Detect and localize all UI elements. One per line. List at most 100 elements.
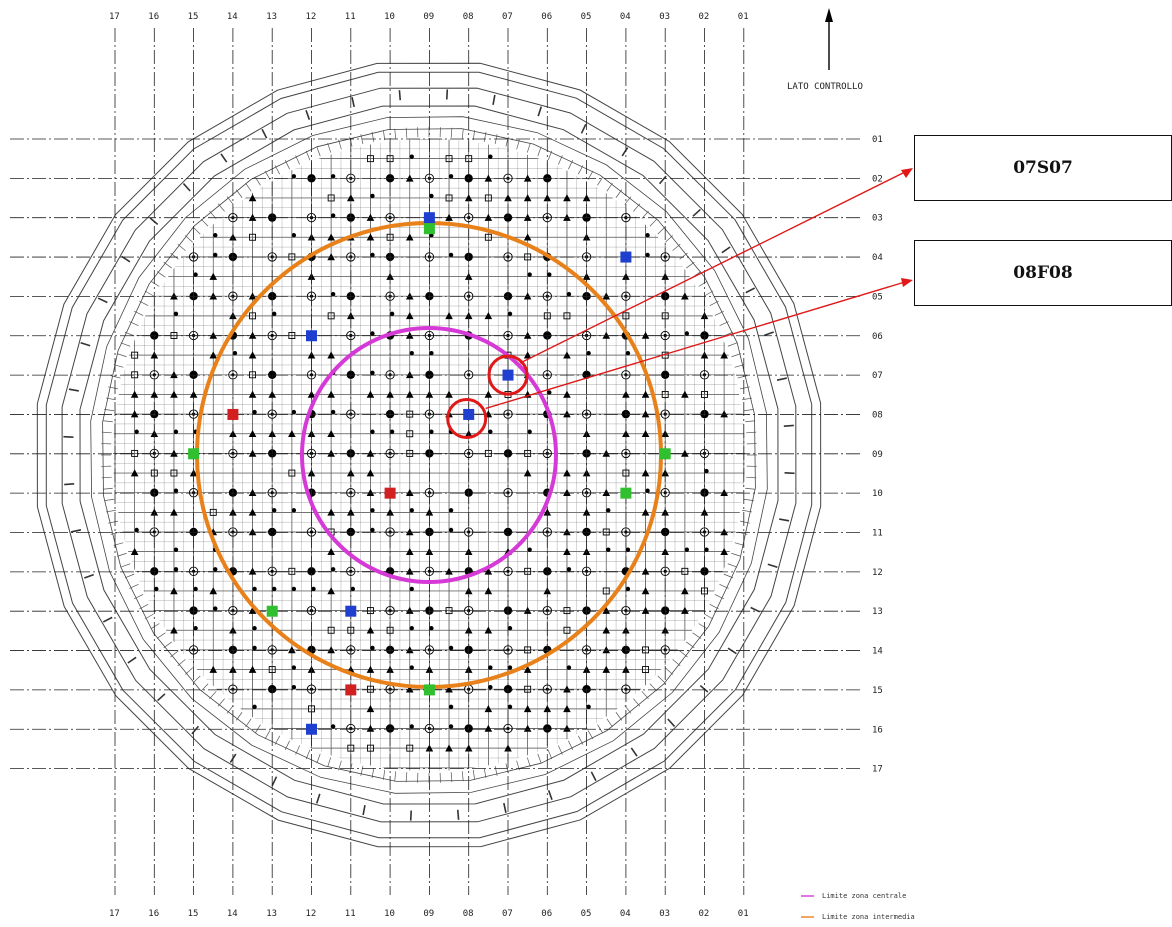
ring-tick — [338, 760, 342, 771]
ring-tick — [547, 749, 553, 760]
column-label-top: 13 — [266, 12, 277, 22]
control-triangle-symbol — [189, 390, 198, 398]
control-triangle-symbol — [248, 390, 257, 398]
small-dot-symbol — [645, 488, 650, 493]
ring-tick — [150, 280, 160, 287]
row-label: 05 — [872, 292, 883, 302]
ring-tick — [108, 386, 119, 390]
ring-tick — [192, 226, 201, 235]
control-triangle-symbol — [720, 488, 728, 496]
ring-tick — [170, 650, 179, 658]
highlight-marker-red — [345, 684, 357, 696]
control-triangle-symbol — [366, 390, 375, 398]
small-dot-symbol — [370, 527, 375, 533]
column-label-bottom: 10 — [384, 909, 395, 919]
ring-tick — [734, 542, 745, 546]
ring-tick — [537, 146, 542, 157]
square-symbol — [327, 194, 335, 202]
column-label-bottom: 15 — [188, 909, 199, 919]
column-label-bottom: 03 — [659, 909, 670, 919]
ring-tick — [727, 563, 738, 568]
small-dot-symbol — [684, 547, 690, 552]
control-triangle-symbol — [209, 587, 218, 595]
small-dot-symbol — [547, 390, 552, 395]
ring-tick — [139, 603, 149, 610]
ring-slot — [721, 246, 731, 254]
ring-tick — [371, 131, 375, 142]
ring-tick — [472, 769, 475, 780]
control-triangle-symbol — [209, 665, 218, 673]
ring-tick — [226, 705, 234, 714]
small-dot-symbol — [488, 429, 493, 434]
control-triangle-symbol — [720, 351, 728, 359]
control-triangle-symbol — [248, 528, 257, 536]
ring-slot — [102, 616, 113, 623]
callout-circle-08f08 — [446, 397, 488, 439]
ring-slot — [547, 790, 553, 800]
instrument-core-symbol — [663, 569, 667, 573]
control-triangle-symbol — [484, 587, 493, 595]
ring-tick — [120, 563, 131, 568]
control-triangle-symbol — [602, 331, 611, 339]
ring-tick — [615, 189, 623, 198]
ring-tick — [526, 142, 531, 153]
ring-tick — [134, 594, 144, 600]
column-label-top: 15 — [188, 12, 199, 22]
ring-tick — [606, 182, 613, 192]
control-triangle-symbol — [720, 528, 728, 536]
control-triangle-symbol — [641, 508, 650, 516]
control-triangle-symbol — [602, 626, 611, 634]
ring-tick — [692, 632, 702, 639]
ring-tick — [305, 150, 311, 161]
highlight-marker-green — [620, 487, 632, 499]
instrument-core-symbol — [506, 569, 510, 573]
small-dot-symbol — [173, 488, 179, 493]
control-triangle-symbol — [366, 488, 375, 496]
square-symbol — [367, 685, 374, 693]
control-triangle-symbol — [425, 744, 434, 752]
control-triangle-symbol — [248, 351, 257, 359]
ring-tick — [360, 765, 364, 776]
control-triangle-symbol — [582, 194, 591, 202]
column-label-top: 17 — [109, 12, 120, 22]
ring-tick — [245, 718, 252, 728]
ring-tick — [102, 420, 113, 423]
instrument-core-symbol — [309, 530, 314, 534]
small-dot-symbol — [429, 193, 434, 199]
control-triangle-symbol — [209, 292, 218, 300]
square-symbol — [327, 626, 335, 634]
small-dot-symbol — [252, 586, 257, 592]
ring-tick — [679, 252, 688, 260]
ring-tick — [104, 498, 115, 501]
square-symbol — [445, 194, 453, 202]
callout-arrows — [446, 168, 913, 439]
ring-tick — [156, 632, 166, 639]
control-triangle-symbol — [484, 213, 493, 221]
ring-tick — [450, 127, 453, 138]
ring-tick — [104, 409, 115, 412]
control-triangle-symbol — [327, 508, 335, 516]
small-dot-symbol — [429, 429, 434, 434]
square-symbol — [681, 567, 689, 575]
control-triangle-symbol — [720, 410, 728, 418]
control-triangle-symbol — [681, 390, 689, 398]
small-dot-symbol — [370, 508, 375, 513]
ring-tick — [537, 753, 542, 764]
ring-tick — [245, 182, 252, 192]
ring-tick — [568, 740, 574, 750]
column-label-bottom: 05 — [581, 909, 592, 919]
small-dot-symbol — [409, 154, 414, 159]
legend-label-central: Limite zona centrale — [822, 892, 906, 900]
column-label-top: 01 — [738, 12, 749, 22]
column-label-top: 06 — [541, 12, 552, 22]
ring-tick — [714, 310, 724, 316]
control-triangle-symbol — [445, 744, 453, 752]
control-triangle-symbol — [563, 351, 571, 359]
ring-tick — [105, 509, 116, 513]
small-dot-symbol — [448, 527, 454, 533]
control-triangle-symbol — [425, 390, 434, 398]
small-dot-symbol — [291, 685, 297, 690]
small-dot-symbol — [173, 429, 179, 434]
small-dot-symbol — [704, 468, 709, 474]
column-label-top: 02 — [699, 12, 710, 22]
